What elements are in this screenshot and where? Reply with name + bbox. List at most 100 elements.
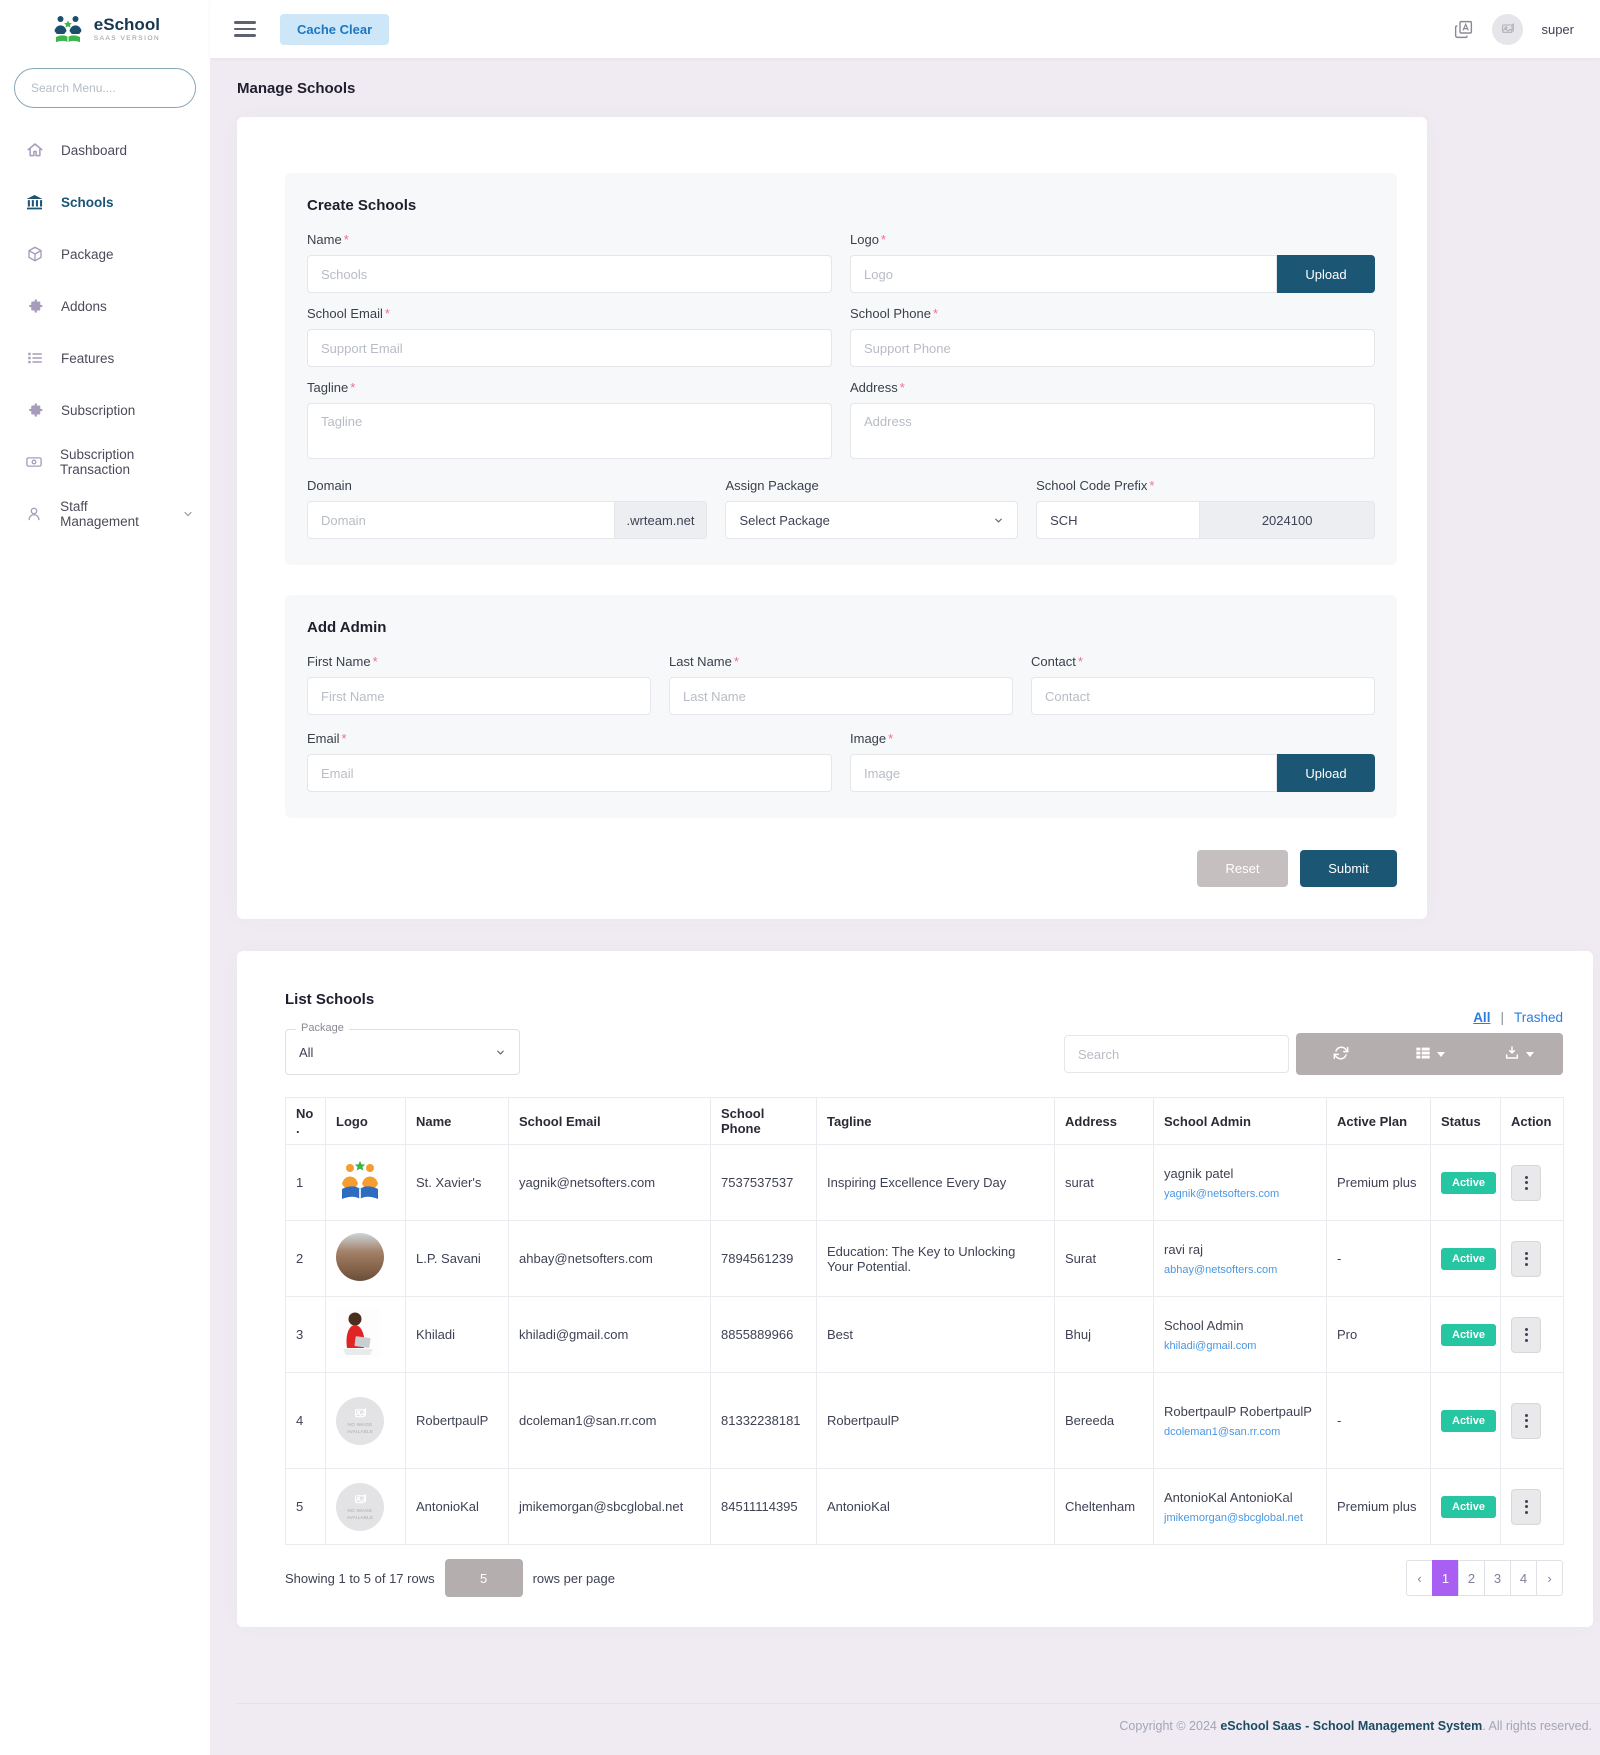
page-button-1[interactable]: 1 [1432, 1560, 1459, 1596]
col-header-name: Name [405, 1097, 509, 1145]
language-icon[interactable] [1453, 19, 1474, 40]
row-actions-button[interactable] [1511, 1402, 1541, 1439]
sidebar-item-staff-management[interactable]: Staff Management [0, 488, 210, 540]
table-row: 5 NO IMAGE AVAILABLE AntonioKal jmikemor… [285, 1468, 1564, 1545]
col-header-action: Action [1500, 1097, 1564, 1145]
school-email-label: School Email * [307, 306, 390, 321]
row-actions-button[interactable] [1511, 1488, 1541, 1525]
sidebar-item-subscription-transaction[interactable]: Subscription Transaction [0, 436, 210, 488]
list-filter-links: All | Trashed [1473, 1010, 1563, 1025]
address-input[interactable] [850, 403, 1375, 459]
sidebar-item-dashboard[interactable]: Dashboard [0, 124, 210, 176]
username[interactable]: super [1541, 21, 1574, 37]
col-header-no: No. [285, 1097, 326, 1145]
banknote-icon [25, 453, 43, 472]
avatar[interactable] [1492, 13, 1524, 45]
page-button-4[interactable]: 4 [1510, 1560, 1537, 1596]
sidebar-item-addons[interactable]: Addons [0, 280, 210, 332]
chevron-down-icon [182, 508, 194, 520]
sidebar-item-label: Dashboard [61, 142, 128, 158]
school-email-input[interactable] [307, 329, 832, 367]
first-name-label: First Name * [307, 654, 378, 669]
last-name-input[interactable] [669, 677, 1013, 715]
school-name-input[interactable] [307, 255, 832, 293]
sidebar-item-schools[interactable]: Schools [0, 176, 210, 228]
add-admin-title: Add Admin [307, 619, 387, 636]
add-admin-panel: Add Admin First Name* Last Name* Contact… [285, 595, 1397, 818]
row-actions-button[interactable] [1511, 1164, 1541, 1201]
status-badge: Active [1441, 1323, 1497, 1346]
logo-upload-button[interactable]: Upload [1277, 255, 1375, 293]
sidebar-item-label: Package [61, 246, 114, 262]
admin-name: AntonioKal AntonioKal [1164, 1489, 1293, 1505]
school-phone-input[interactable] [850, 329, 1375, 367]
site-name-link[interactable]: eSchool Saas - School Management System [1220, 1719, 1483, 1733]
table-search-input[interactable] [1064, 1035, 1289, 1073]
chevron-down-icon [495, 1047, 506, 1058]
admin-email-input[interactable] [307, 754, 832, 792]
list-schools-title: List Schools [285, 991, 375, 1008]
table-row: 2 L.P. Savani ahbay@netsofters.com 78945… [285, 1220, 1564, 1297]
manage-schools-card: Create Schools Name* Logo* Upload [237, 117, 1427, 919]
filter-all-link[interactable]: All [1473, 1010, 1491, 1025]
sidebar-item-subscription[interactable]: Subscription [0, 384, 210, 436]
page-button-3[interactable]: 3 [1484, 1560, 1511, 1596]
export-button[interactable] [1474, 1033, 1563, 1075]
admin-email-link[interactable]: abhay@netsofters.com [1164, 1263, 1278, 1276]
status-badge: Active [1441, 1409, 1497, 1432]
page-button-2[interactable]: 2 [1458, 1560, 1485, 1596]
col-header-admin: School Admin [1153, 1097, 1327, 1145]
contact-input[interactable] [1031, 677, 1375, 715]
admin-email-link[interactable]: yagnik@netsofters.com [1164, 1187, 1280, 1200]
refresh-icon [1333, 1045, 1349, 1064]
next-page-button[interactable]: › [1536, 1560, 1563, 1596]
brand[interactable]: eSchool SAAS VERSION [0, 0, 210, 58]
school-logo-image [336, 1308, 380, 1362]
bank-icon [25, 193, 44, 212]
row-actions-button[interactable] [1511, 1316, 1541, 1353]
create-schools-title: Create Schools [307, 197, 417, 214]
menu-toggle-icon[interactable] [234, 21, 256, 37]
sidebar-item-label: Features [61, 350, 115, 366]
refresh-button[interactable] [1296, 1033, 1385, 1075]
download-icon [1504, 1045, 1520, 1064]
reset-button[interactable]: Reset [1197, 850, 1288, 887]
assign-package-label: Assign Package [725, 478, 819, 493]
submit-button[interactable]: Submit [1300, 850, 1397, 887]
assign-package-select[interactable]: Select Package [725, 501, 1019, 539]
menu-search-input[interactable] [14, 68, 196, 108]
page-title: Manage Schools [237, 80, 356, 97]
domain-label: Domain [307, 478, 352, 493]
page-size-button[interactable]: 5 [444, 1559, 523, 1597]
filter-trashed-link[interactable]: Trashed [1513, 1010, 1563, 1025]
sidebar-item-package[interactable]: Package [0, 228, 210, 280]
status-badge: Active [1441, 1247, 1497, 1270]
school-logo-input[interactable] [850, 255, 1277, 293]
table-row: 4 NO IMAGE AVAILABLE RobertpaulP dcolema… [285, 1372, 1564, 1469]
sidebar-item-label: Subscription [61, 402, 136, 418]
showing-rows-text: Showing 1 to 5 of 17 rows [285, 1570, 435, 1586]
admin-email-link[interactable]: jmikemorgan@sbcglobal.net [1164, 1511, 1303, 1524]
first-name-input[interactable] [307, 677, 651, 715]
admin-email-link[interactable]: khiladi@gmail.com [1164, 1339, 1257, 1352]
main-area: Cache Clear super Manage Schools Create … [210, 0, 1600, 1755]
create-schools-panel: Create Schools Name* Logo* Upload [285, 173, 1397, 565]
sidebar-item-features[interactable]: Features [0, 332, 210, 384]
admin-email-link[interactable]: dcoleman1@san.rr.com [1164, 1425, 1281, 1438]
school-code-prefix-label: School Code Prefix * [1036, 478, 1155, 493]
row-actions-button[interactable] [1511, 1240, 1541, 1277]
sidebar-menu: Dashboard Schools Package Addons [0, 124, 210, 540]
package-filter-select[interactable]: Package All [285, 1022, 520, 1075]
school-code-prefix-input[interactable] [1036, 501, 1201, 539]
columns-button[interactable] [1385, 1033, 1474, 1075]
domain-input[interactable] [307, 501, 615, 539]
admin-image-input[interactable] [850, 754, 1277, 792]
image-upload-button[interactable]: Upload [1277, 754, 1375, 792]
columns-icon [1415, 1045, 1431, 1064]
col-header-status: Status [1430, 1097, 1501, 1145]
cache-clear-button[interactable]: Cache Clear [280, 13, 390, 45]
admin-image-label: Image * [850, 731, 894, 746]
tagline-input[interactable] [307, 403, 832, 459]
logo-label: Logo * [850, 232, 886, 247]
prev-page-button[interactable]: ‹ [1406, 1560, 1433, 1596]
